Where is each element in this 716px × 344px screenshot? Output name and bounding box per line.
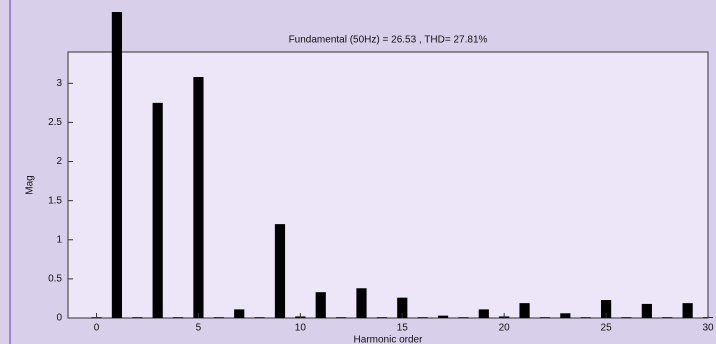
bar [356, 288, 367, 318]
bar [417, 317, 428, 318]
bar [111, 12, 123, 318]
x-tick-label: 10 [295, 323, 307, 334]
bar [539, 317, 551, 318]
x-tick-label: 20 [499, 323, 511, 334]
bar [254, 317, 265, 318]
y-tick-label: 0 [56, 313, 62, 324]
x-tick-label: 0 [94, 323, 100, 334]
bar [600, 300, 612, 318]
y-tick-label: 2.5 [48, 117, 62, 128]
bar [560, 313, 571, 318]
y-tick-label: 1 [56, 234, 62, 245]
chart-title: Fundamental (50Hz) = 26.53 , THD= 27.81% [289, 35, 488, 46]
bar [132, 317, 143, 318]
bar [315, 292, 326, 318]
x-tick-label: 30 [702, 323, 714, 334]
y-axis-label: Mag [25, 175, 36, 194]
bar [234, 309, 245, 318]
y-tick-label: 2 [56, 156, 62, 167]
bar [274, 224, 286, 318]
plot-area [67, 51, 709, 319]
bar [682, 303, 693, 318]
y-tick-label: 1.5 [48, 195, 62, 206]
bar [621, 317, 632, 318]
x-tick-label: 15 [397, 323, 409, 334]
bar [172, 317, 184, 318]
bar [641, 303, 652, 318]
bar [213, 317, 224, 318]
bar [193, 77, 204, 318]
y-tick-label: 0.5 [48, 274, 62, 285]
bars [91, 12, 714, 319]
x-tick-label: 25 [601, 323, 613, 334]
bar [580, 317, 591, 318]
bar [376, 317, 387, 318]
bar [478, 309, 489, 318]
bar [519, 303, 530, 318]
x-tick-label: 5 [196, 323, 202, 334]
bar [458, 317, 469, 318]
bar [336, 317, 347, 318]
bar [662, 317, 673, 318]
x-axis-label: Harmonic order [354, 335, 424, 344]
bar [437, 315, 449, 318]
bar [152, 102, 163, 319]
bar [397, 297, 408, 318]
y-tick-label: 3 [56, 78, 62, 89]
